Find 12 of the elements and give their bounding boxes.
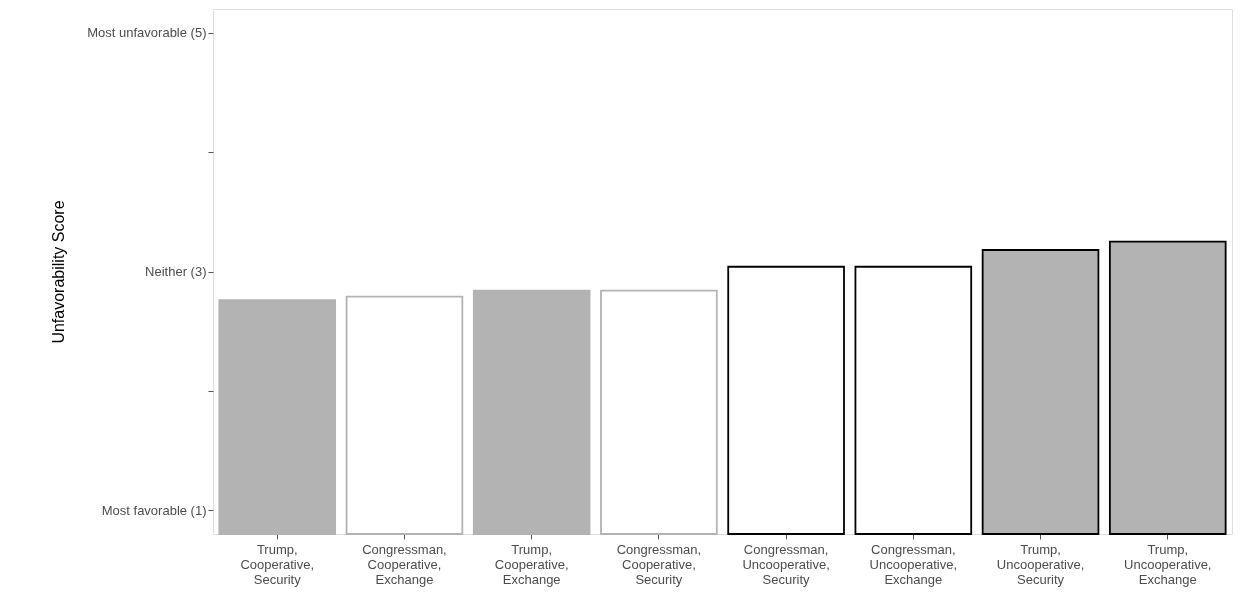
x-tick-label: Congressman, Uncooperative, Security bbox=[742, 541, 830, 587]
y-tick-label: Most unfavorable (5) bbox=[87, 25, 207, 41]
x-tick-label: Congressman, Cooperative, Exchange bbox=[362, 541, 447, 587]
x-tick-label: Congressman, Uncooperative, Exchange bbox=[869, 541, 958, 587]
y-axis-title: Unfavorability Score bbox=[50, 200, 68, 344]
x-tick-label: Congressman, Cooperative, Security bbox=[616, 541, 702, 587]
x-tick-label: Trump, Uncooperative, Security bbox=[996, 541, 1085, 587]
y-tick-label: Most favorable (1) bbox=[101, 502, 207, 518]
x-tick-label: Trump, Cooperative, Security bbox=[240, 541, 315, 587]
x-tick-label: Trump, Uncooperative, Exchange bbox=[1124, 541, 1212, 587]
y-tick-label: Neither (3) bbox=[145, 264, 207, 279]
x-tick-label: Trump, Cooperative, Exchange bbox=[494, 541, 569, 587]
